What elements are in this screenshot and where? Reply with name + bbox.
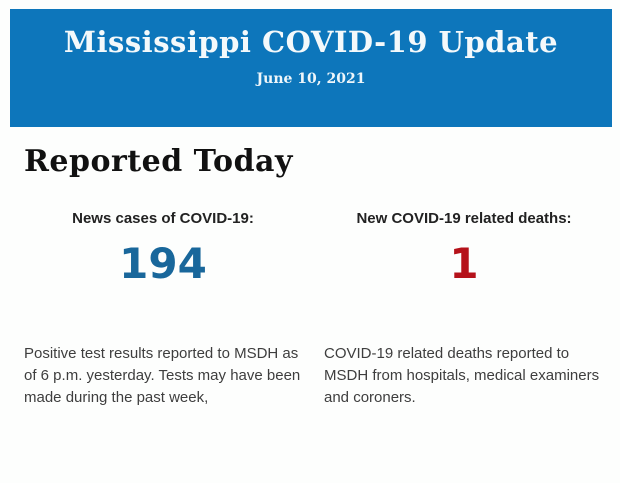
main-content: Reported Today News cases of COVID-19: 1…: [0, 127, 620, 409]
stats-grid: News cases of COVID-19: 194 Positive tes…: [24, 210, 620, 409]
new-deaths-value: 1: [449, 239, 479, 288]
new-cases-value: 194: [119, 239, 207, 288]
stat-new-deaths: New COVID-19 related deaths: 1 COVID-19 …: [324, 210, 604, 409]
report-date: June 10, 2021: [256, 71, 366, 87]
new-deaths-label: New COVID-19 related deaths:: [356, 210, 572, 227]
new-cases-description: Positive test results reported to MSDH a…: [24, 345, 301, 406]
new-cases-label: News cases of COVID-19:: [72, 210, 254, 227]
page-title: Mississippi COVID-19 Update: [63, 25, 559, 59]
stat-new-cases: News cases of COVID-19: 194 Positive tes…: [24, 210, 302, 409]
new-deaths-description: COVID-19 related deaths reported to MSDH…: [324, 345, 600, 406]
header-banner: Mississippi COVID-19 Update June 10, 202…: [10, 9, 612, 127]
section-heading: Reported Today: [24, 144, 293, 179]
